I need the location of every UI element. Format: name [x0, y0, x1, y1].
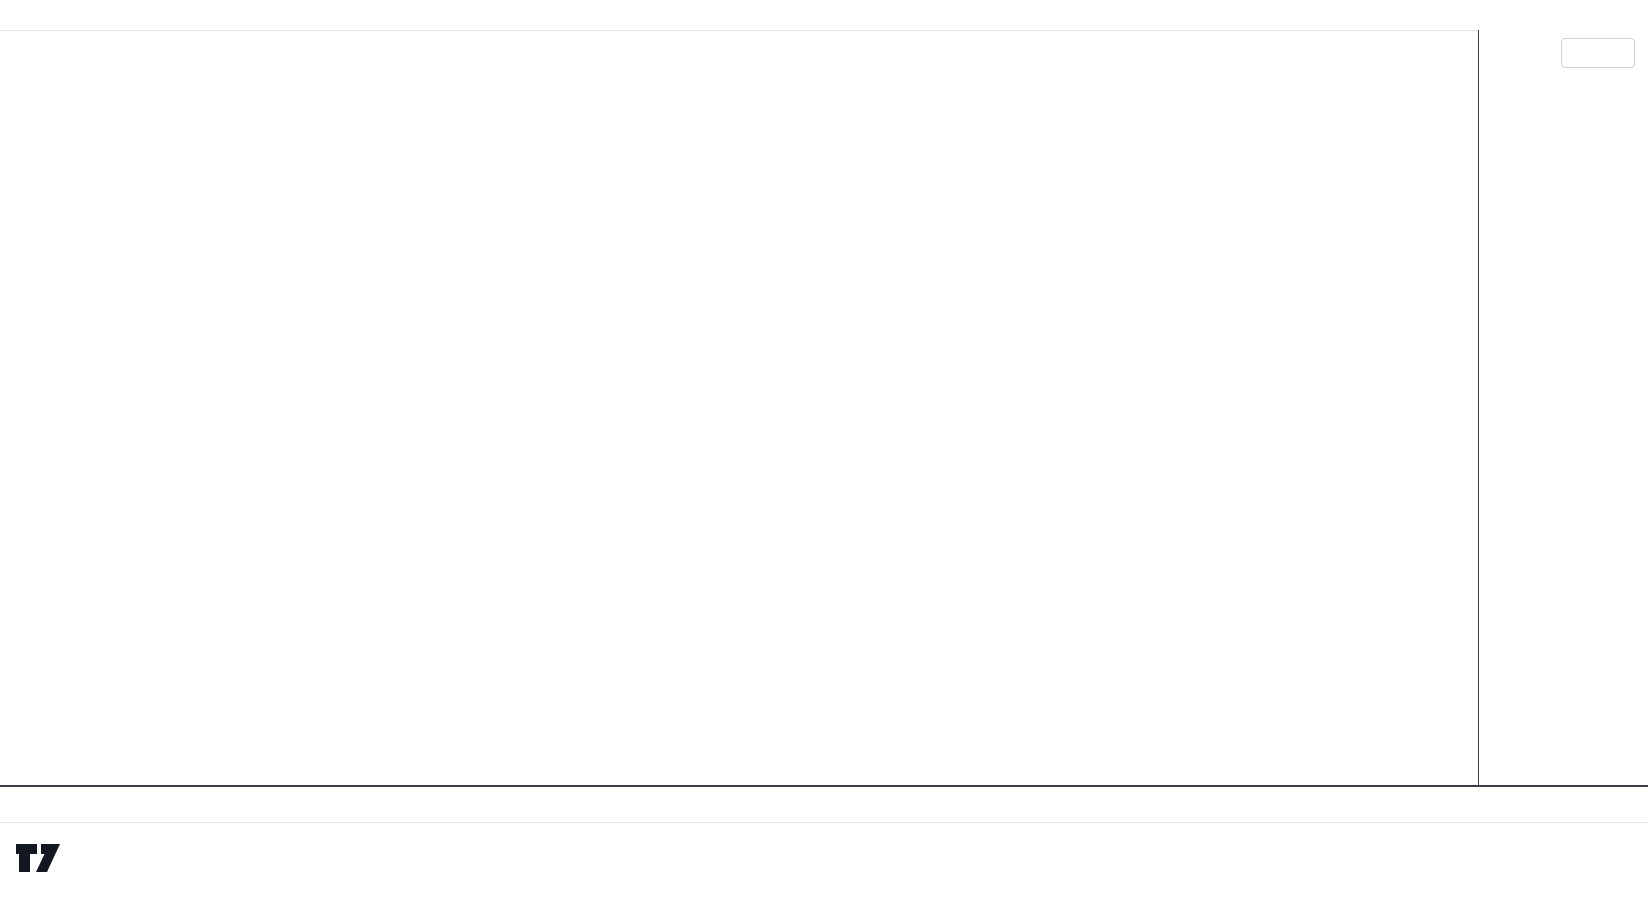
- footer-logo[interactable]: [15, 843, 71, 875]
- pane-top-border: [0, 30, 1648, 31]
- time-axis[interactable]: [0, 785, 1648, 823]
- currency-usd-button[interactable]: [1561, 38, 1635, 68]
- tradingview-logo-icon: [16, 844, 60, 872]
- price-axis[interactable]: [1478, 30, 1648, 785]
